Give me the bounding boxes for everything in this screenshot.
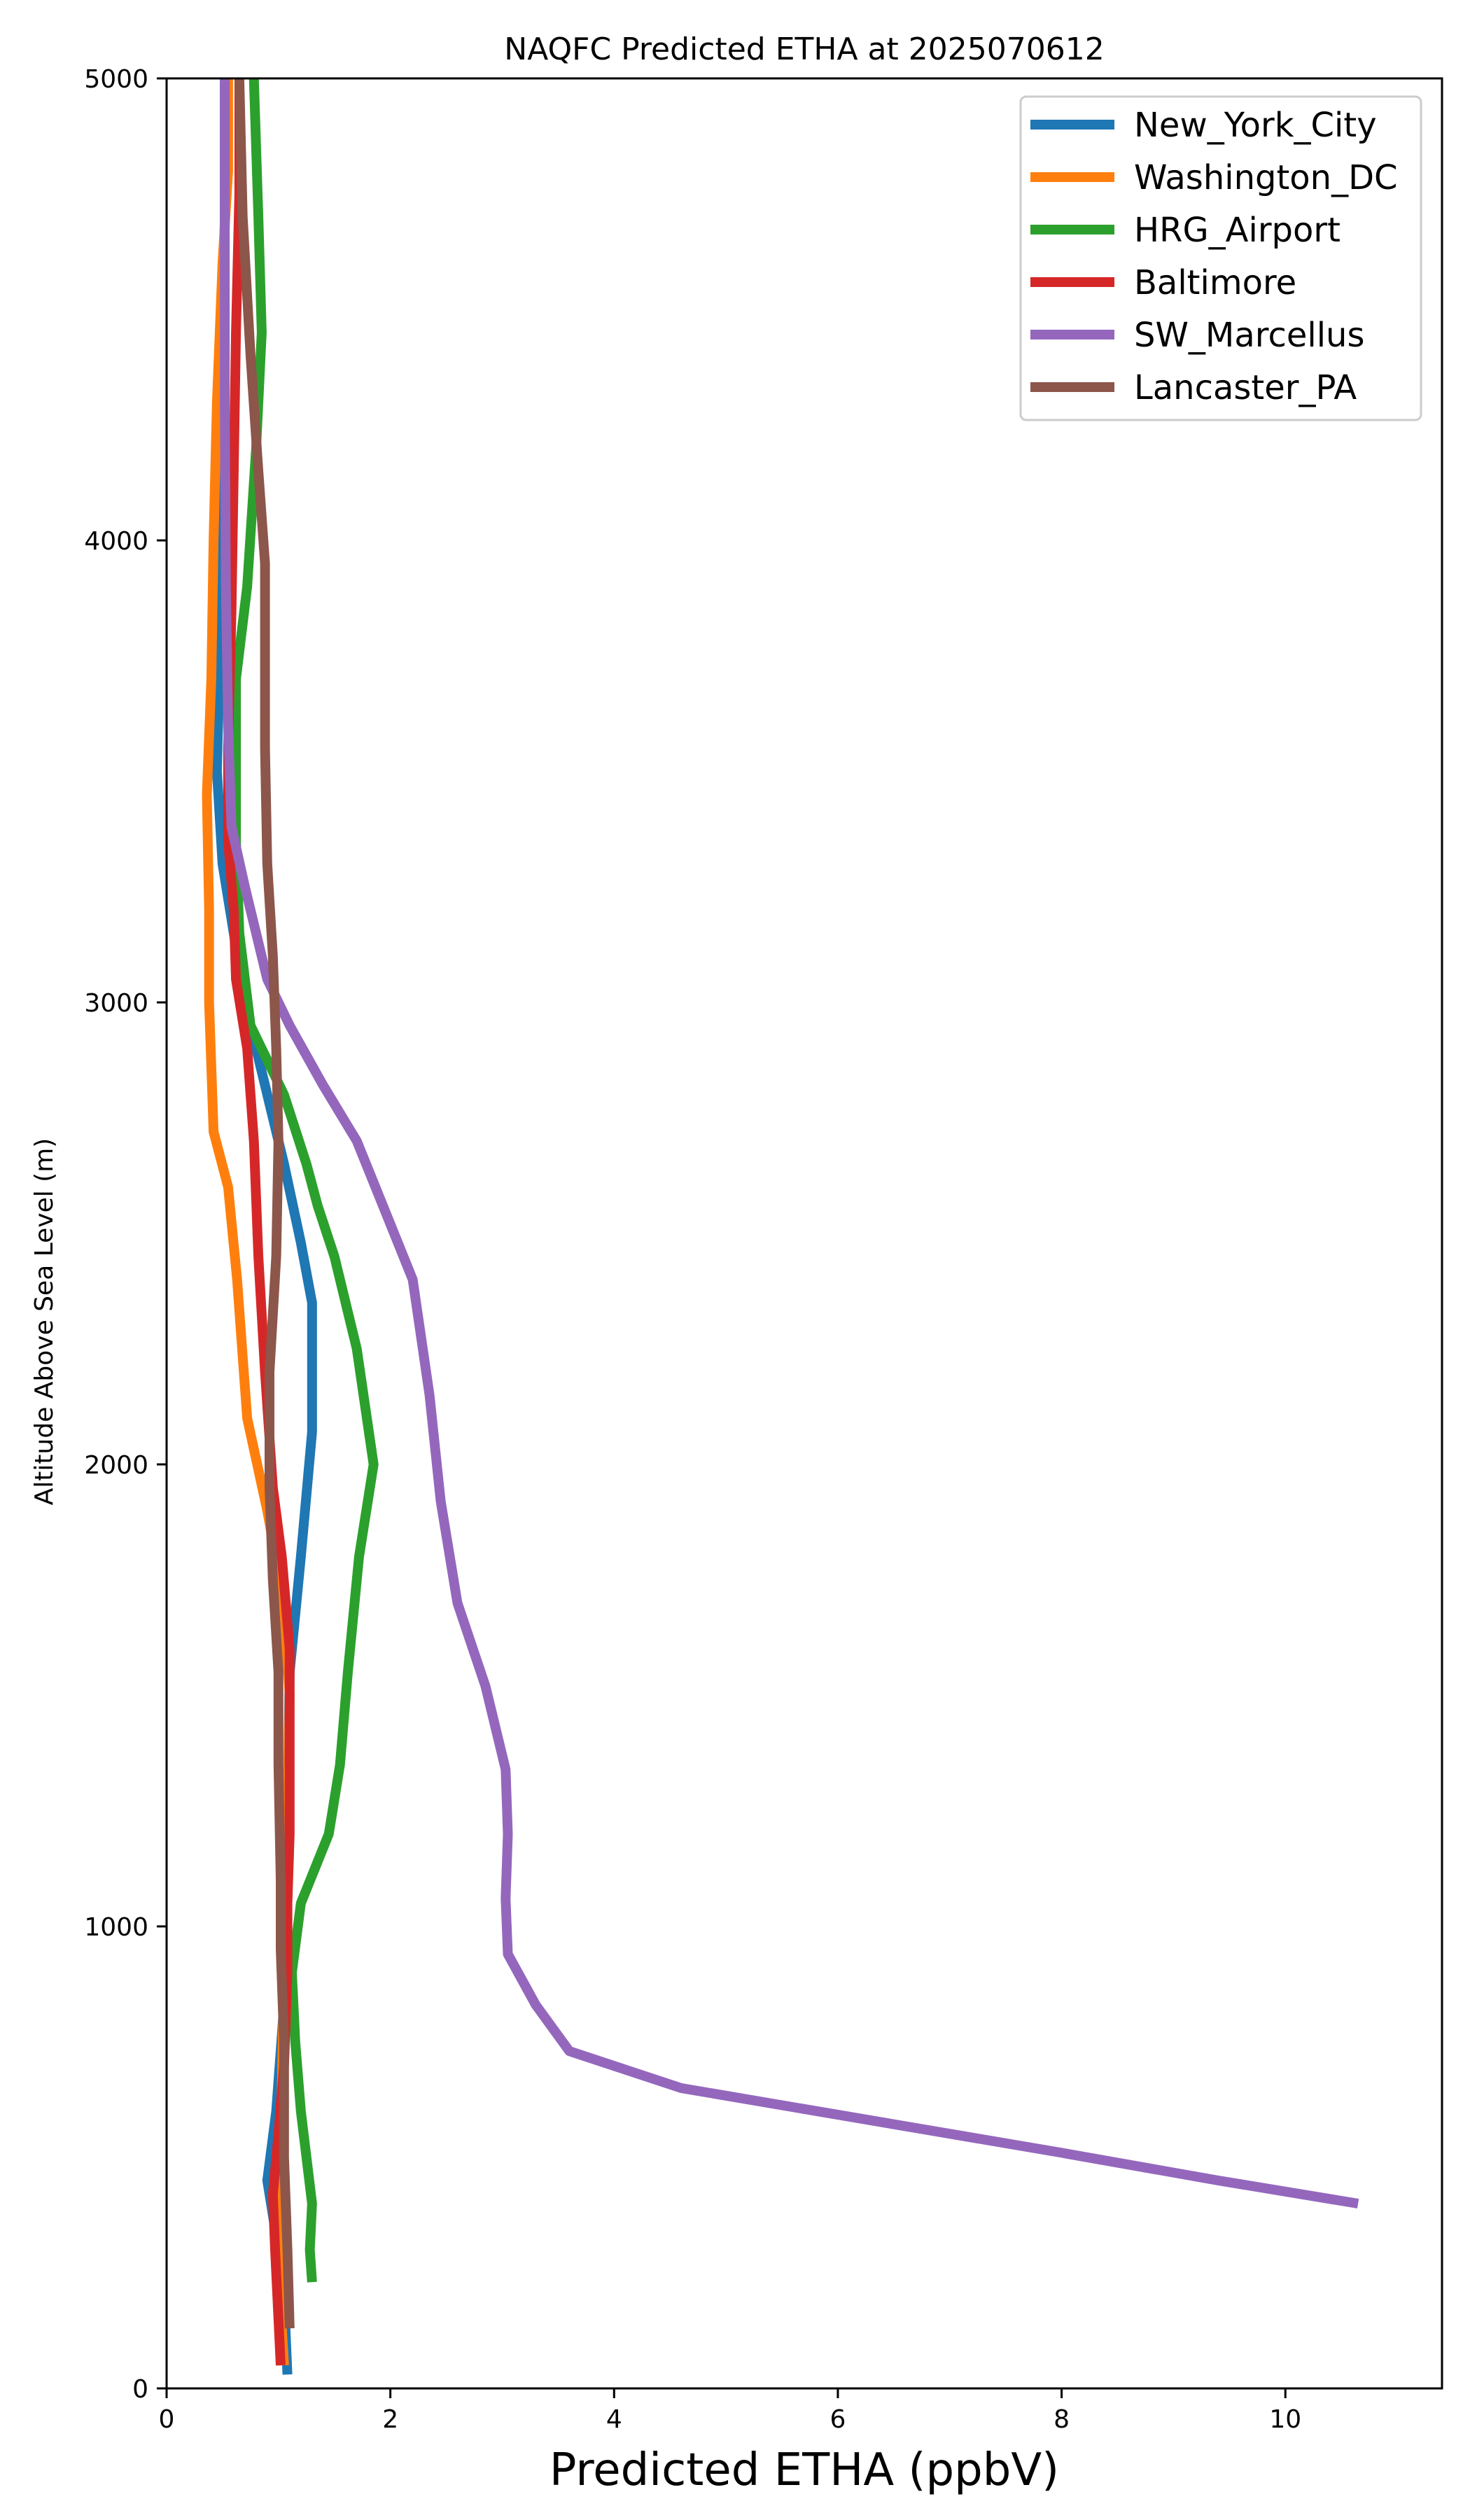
plot-area-frame	[165, 77, 1443, 2390]
y-tick-label: 4000	[84, 527, 148, 556]
legend: New_York_City Washington_DC HRG_Airport Bal…	[1019, 95, 1422, 421]
series-layer	[202, 78, 1359, 2375]
x-tick-label: 2	[382, 2405, 398, 2434]
y-axis-label: Altitude Above Sea Level (m)	[30, 1138, 59, 1506]
x-tick-label: 6	[830, 2405, 846, 2434]
y-tick-label: 2000	[84, 1451, 148, 1480]
legend-label-sw-marcellus: SW_Marcellus	[1134, 316, 1364, 355]
x-tick-label: 0	[159, 2405, 175, 2434]
legend-box	[1019, 95, 1422, 421]
x-tick-label: 8	[1054, 2405, 1070, 2434]
legend-label-hrg-airport: HRG_Airport	[1134, 211, 1340, 250]
y-tick-label: 1000	[84, 1913, 148, 1942]
x-tick-label: 4	[606, 2405, 622, 2434]
y-tick-label: 3000	[84, 989, 148, 1018]
legend-label-washington-dc: Washington_DC	[1134, 158, 1398, 197]
y-tick-label: 0	[132, 2375, 148, 2404]
legend-label-lancaster-pa: Lancaster_PA	[1134, 368, 1357, 407]
legend-label-baltimore: Baltimore	[1134, 263, 1296, 302]
series-line-sw-marcellus	[220, 78, 1359, 2208]
series-line-lancaster-pa	[234, 78, 295, 2329]
chart-title: NAQFC Predicted ETHA at 2025070612	[504, 31, 1104, 67]
legend-label-new-york-city: New_York_City	[1134, 106, 1377, 145]
x-tick-label: 10	[1269, 2405, 1301, 2434]
series-line-hrg-airport	[231, 78, 379, 2283]
x-axis-label: Predicted ETHA (ppbV)	[550, 2444, 1059, 2496]
axis-ticks: 0 2 4 6 8 10 0 1000 2000 3000 4000 5000	[84, 65, 1301, 2434]
y-tick-label: 5000	[84, 65, 148, 94]
